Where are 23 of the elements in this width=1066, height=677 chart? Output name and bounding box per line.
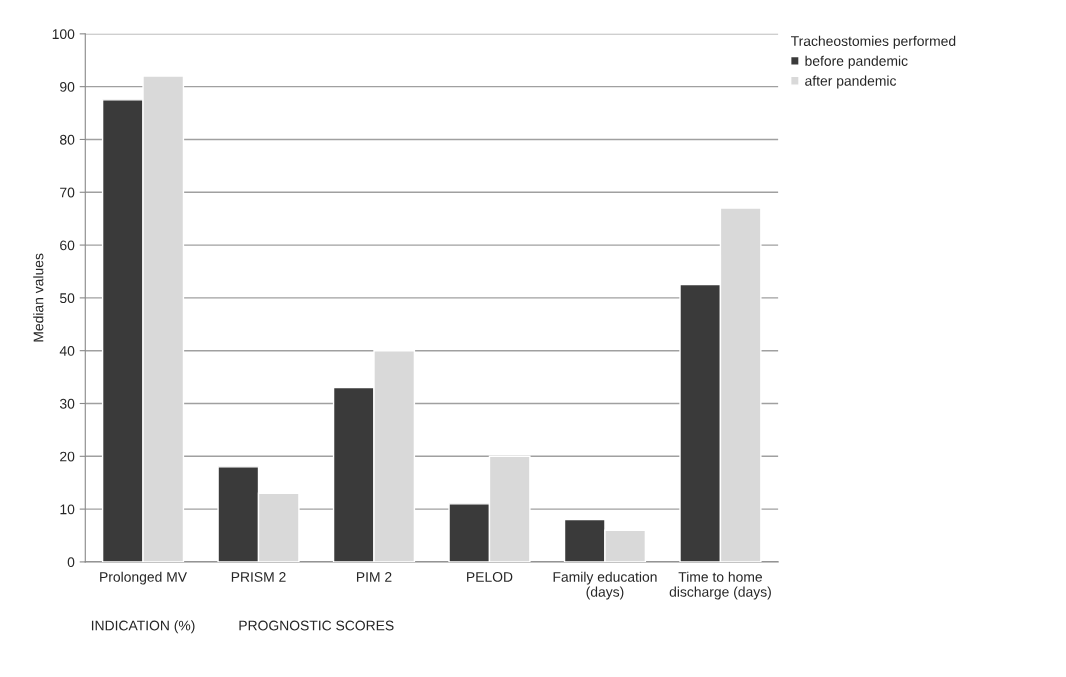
y-tick-label: 10 (60, 504, 75, 515)
legend-title: Tracheostomies performed (790, 35, 956, 49)
y-tick-label: 40 (59, 346, 75, 356)
x-tick-label: Family education (days) (553, 571, 657, 600)
text: PROGNOSTIC SCORES (239, 620, 394, 631)
y-tick-label: 90 (60, 81, 75, 92)
text: INDICATION (%) (91, 620, 195, 634)
x-tick-label: Prolonged MV (100, 571, 187, 585)
y-tick-label: 70 (60, 187, 75, 198)
x-tick-label: Time to home discharge (days) (669, 571, 771, 600)
legend-label: after pandemic (805, 75, 897, 89)
y-tick-label: 80 (60, 134, 75, 145)
legend-label: before pandemic (805, 55, 908, 69)
y-tick-label: 50 (59, 293, 75, 304)
y-tick-label: 20 (60, 451, 75, 462)
x-tick-label: PELOD (467, 572, 513, 582)
y-tick-label: 30 (59, 398, 75, 409)
x-tick-label: PIM 2 (356, 572, 392, 582)
y-tick-label: 100 (52, 29, 75, 40)
y-tick-label: 60 (60, 240, 75, 251)
y-tick-label: 0 (67, 557, 75, 568)
y-axis-title: Median values (33, 253, 44, 342)
x-tick-label: PRISM 2 (231, 572, 286, 582)
